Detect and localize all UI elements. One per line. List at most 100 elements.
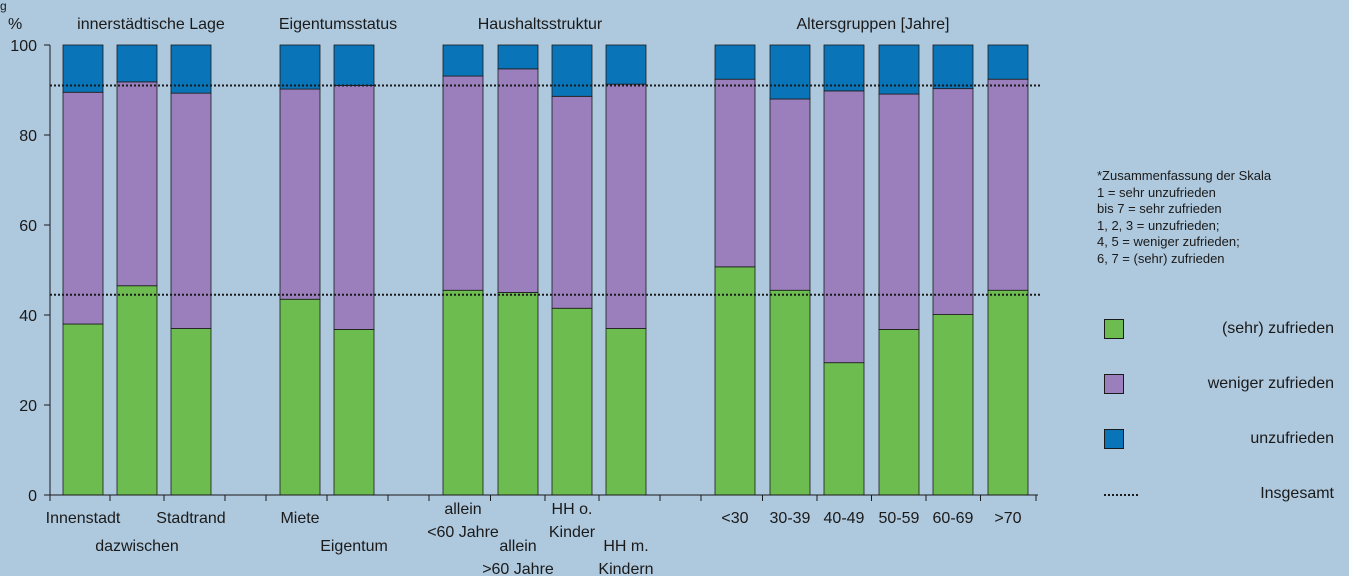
legend-note-line: 6, 7 = (sehr) zufrieden bbox=[1097, 250, 1225, 266]
bar-segment-zufrieden bbox=[551, 307, 593, 496]
legend-swatch-weniger bbox=[1104, 374, 1124, 394]
bar-segment-zufrieden bbox=[442, 289, 484, 496]
category-label: Kinder bbox=[549, 524, 596, 541]
bar-segment-weniger bbox=[62, 91, 104, 325]
legend-line-insgesamt bbox=[1104, 494, 1138, 496]
bar-segment-zufrieden bbox=[878, 328, 920, 496]
bar-segment-weniger bbox=[170, 92, 212, 329]
legend-note-line: 1 = sehr unzufrieden bbox=[1097, 184, 1216, 200]
bar-segment-unzufrieden bbox=[279, 44, 321, 90]
category-label: <60 Jahre bbox=[427, 524, 499, 541]
category-label: Miete bbox=[280, 510, 319, 527]
bar-segment-zufrieden bbox=[497, 292, 539, 496]
axes bbox=[49, 45, 1038, 496]
bar-segment-zufrieden bbox=[170, 328, 212, 496]
bar-segment-zufrieden bbox=[823, 362, 865, 496]
bar-segment-zufrieden bbox=[333, 328, 375, 496]
category-label: allein bbox=[444, 501, 481, 518]
bar-segment-unzufrieden bbox=[714, 44, 756, 80]
y-tick-label: 80 bbox=[19, 128, 37, 145]
bar-segment-weniger bbox=[769, 98, 811, 291]
bar-segment-unzufrieden bbox=[333, 44, 375, 86]
bar-segment-zufrieden bbox=[769, 289, 811, 496]
bar-segment-unzufrieden bbox=[878, 44, 920, 95]
legend-note-line: 1, 2, 3 = unzufrieden; bbox=[1097, 217, 1220, 233]
bar-segment-unzufrieden bbox=[605, 44, 647, 85]
category-label: 40-49 bbox=[824, 510, 865, 527]
legend-label-insgesamt: Insgesamt bbox=[1260, 485, 1334, 502]
category-label: HH m. bbox=[603, 538, 648, 555]
bar-segment-weniger bbox=[605, 83, 647, 329]
y-tick-label: 60 bbox=[19, 218, 37, 235]
bar-segment-unzufrieden bbox=[987, 44, 1029, 80]
category-label: Kindern bbox=[598, 561, 653, 576]
y-axis-unit: % bbox=[8, 16, 22, 33]
legend-label-zufrieden: (sehr) zufrieden bbox=[1221, 320, 1334, 337]
bar-segment-unzufrieden bbox=[442, 44, 484, 77]
category-label: 30-39 bbox=[770, 510, 811, 527]
bar-segment-unzufrieden bbox=[116, 44, 158, 83]
legend-item-insgesamt: Insgesamt bbox=[1104, 484, 1334, 506]
bar-segment-weniger bbox=[987, 78, 1029, 291]
y-tick-label: 20 bbox=[19, 398, 37, 415]
bar-segment-zufrieden bbox=[62, 323, 104, 496]
bars bbox=[62, 44, 1029, 496]
legend-item-weniger: weniger zufrieden bbox=[1104, 374, 1334, 396]
bar-segment-unzufrieden bbox=[932, 44, 974, 90]
bar-segment-weniger bbox=[333, 85, 375, 330]
legend-note-line: 4, 5 = weniger zufrieden; bbox=[1097, 234, 1240, 249]
legend-swatch-zufrieden bbox=[1104, 319, 1124, 339]
category-label: Innenstadt bbox=[46, 510, 121, 527]
bar-segment-unzufrieden bbox=[62, 44, 104, 93]
bar-segment-zufrieden bbox=[987, 289, 1029, 496]
bar-segment-weniger bbox=[116, 81, 158, 287]
category-label: Stadtrand bbox=[156, 510, 225, 527]
legend-label-weniger: weniger zufrieden bbox=[1207, 375, 1334, 392]
category-label: <30 bbox=[721, 510, 748, 527]
bar-segment-weniger bbox=[279, 88, 321, 300]
bar-segment-weniger bbox=[497, 68, 539, 293]
group-title: innerstädtische Lage bbox=[77, 16, 225, 33]
bar-segment-weniger bbox=[442, 75, 484, 291]
category-label: dazwischen bbox=[95, 538, 179, 555]
legend-note-line: *Zusammenfassung der Skala bbox=[1097, 168, 1272, 183]
legend-item-unzufrieden: unzufrieden bbox=[1104, 429, 1334, 451]
bar-segment-zufrieden bbox=[605, 328, 647, 496]
bar-segment-zufrieden bbox=[116, 285, 158, 496]
group-title: Altersgruppen [Jahre] bbox=[797, 16, 950, 33]
category-label: 60-69 bbox=[933, 510, 974, 527]
group-titles: innerstädtische Lage Eigentumsstatus Haush… bbox=[77, 16, 949, 33]
legend-note-line: bis 7 = sehr zufrieden bbox=[1097, 201, 1222, 216]
bar-segment-zufrieden bbox=[714, 266, 756, 496]
y-tick-label: 40 bbox=[19, 308, 37, 325]
bar-segment-zufrieden bbox=[279, 298, 321, 496]
bar-segment-unzufrieden bbox=[769, 44, 811, 100]
ticks: 0 20 40 60 80 100 bbox=[10, 38, 1037, 505]
category-label: >70 bbox=[994, 510, 1021, 527]
figure-label: g bbox=[0, 0, 7, 13]
category-label: Eigentum bbox=[320, 538, 388, 555]
category-labels: Innenstadt dazwischen Stadtrand MieteEigent… bbox=[46, 501, 1022, 576]
bar-segment-weniger bbox=[878, 93, 920, 330]
bar-segment-weniger bbox=[823, 90, 865, 364]
category-label: 50-59 bbox=[879, 510, 920, 527]
group-title: Eigentumsstatus bbox=[279, 16, 397, 33]
bar-segment-unzufrieden bbox=[497, 44, 539, 70]
bar-segment-unzufrieden bbox=[823, 44, 865, 92]
bar-segment-zufrieden bbox=[932, 314, 974, 496]
bar-segment-unzufrieden bbox=[551, 44, 593, 97]
bar-segment-weniger bbox=[551, 95, 593, 309]
y-tick-label: 0 bbox=[28, 488, 37, 505]
reference-lines bbox=[50, 84, 1040, 296]
bar-segment-weniger bbox=[714, 78, 756, 268]
group-title: Haushaltsstruktur bbox=[478, 16, 603, 33]
category-label: allein bbox=[499, 538, 536, 555]
bar-segment-weniger bbox=[932, 88, 974, 315]
category-label: HH o. bbox=[552, 501, 593, 518]
category-label: >60 Jahre bbox=[482, 561, 554, 576]
y-tick-label: 100 bbox=[10, 38, 37, 55]
legend-item-zufrieden: (sehr) zufrieden bbox=[1104, 319, 1334, 341]
legend-note: *Zusammenfassung der Skala 1 = sehr unzuf… bbox=[1097, 168, 1271, 267]
